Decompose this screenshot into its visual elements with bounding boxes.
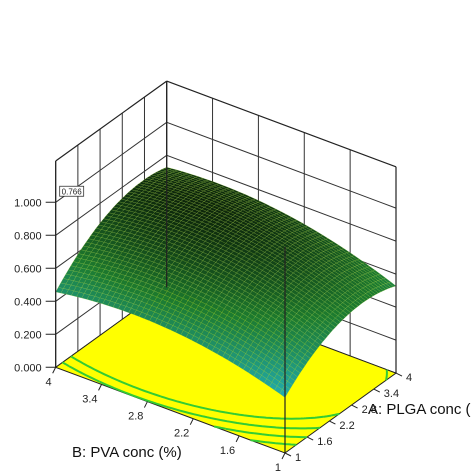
floor-contours <box>61 355 388 446</box>
response-surface <box>55 167 397 398</box>
b-tick-mark <box>98 384 102 391</box>
frame-edge <box>166 80 397 168</box>
b-tick-label: 4 <box>46 376 52 388</box>
z-tick-label: 1.000 <box>14 197 42 209</box>
contour-line <box>61 361 321 430</box>
callout-box <box>59 185 85 197</box>
b-tick-mark <box>143 401 148 408</box>
a-tick-label: 2.2 <box>339 420 354 432</box>
callout-text: 0.766 <box>62 187 83 196</box>
a-tick-label: 1.6 <box>317 436 332 448</box>
z-tick-label: 0.600 <box>14 263 42 275</box>
b-tick-mark <box>235 435 240 443</box>
axis-labels: 0.000 0.200 0.400 0.600 0.800 1.000 0.766 1 1.6 2… <box>14 185 471 474</box>
a-tick-label: 1 <box>295 452 301 464</box>
z-tick-label: 0.200 <box>14 329 42 341</box>
a-tick-mark <box>329 420 336 425</box>
a-tick-mark <box>395 372 403 377</box>
z-tick-label: 0.400 <box>14 296 42 308</box>
b-tick-mark <box>52 367 57 374</box>
value-callout: 0.766 <box>59 185 85 197</box>
b-tick-label: 1.6 <box>220 445 235 457</box>
contour-line <box>250 439 297 446</box>
z-tick-label: 0.800 <box>14 230 42 242</box>
contour-line <box>213 425 307 439</box>
box-frame <box>55 80 397 453</box>
b-tick-label: 2.8 <box>128 411 143 423</box>
b-tick-mark <box>281 452 286 460</box>
a-tick-label: 2.8 <box>362 404 377 416</box>
b-tick-label: 3.4 <box>82 393 97 405</box>
b-tick-mark <box>189 418 194 425</box>
a-tick-label: 4 <box>406 372 412 384</box>
a-tick-mark <box>306 436 314 441</box>
a-tick-mark <box>373 388 381 393</box>
frame-edge <box>55 80 168 162</box>
contour-line <box>70 355 388 420</box>
a-tick-label: 3.4 <box>384 388 399 400</box>
a-tick-mark <box>284 452 292 457</box>
b-tick-label: 2.2 <box>174 428 189 440</box>
a-tick-mark <box>351 404 358 409</box>
b-axis-title: B: PVA conc (%) <box>72 444 182 461</box>
a-axis-title: A: PLGA conc ( <box>368 401 471 418</box>
b-tick-label: 1 <box>275 462 281 474</box>
z-tick-label: 0.000 <box>14 362 42 374</box>
